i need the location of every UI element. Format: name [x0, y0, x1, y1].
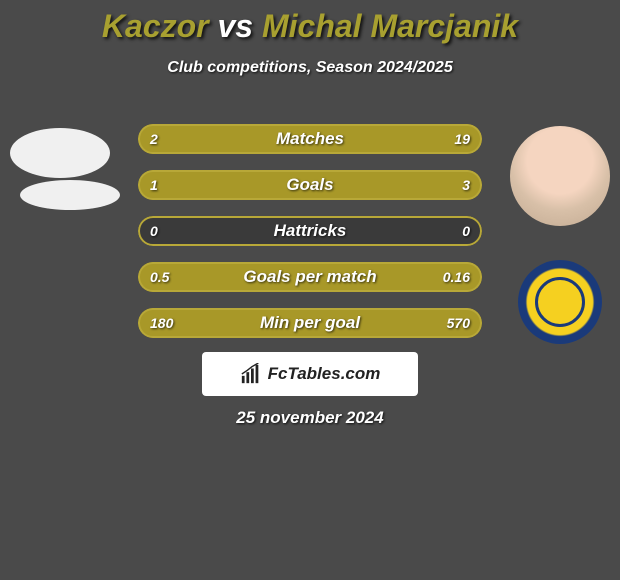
stat-row: 180570Min per goal: [138, 308, 482, 338]
watermark-text: FcTables.com: [268, 364, 381, 384]
subtitle: Club competitions, Season 2024/2025: [0, 59, 620, 77]
player1-avatar: [10, 128, 110, 178]
stat-label: Hattricks: [138, 216, 482, 246]
title-player2: Michal Marcjanik: [262, 8, 518, 44]
player1-club-badge: [20, 180, 120, 210]
stat-row: 00Hattricks: [138, 216, 482, 246]
stat-row: 0.50.16Goals per match: [138, 262, 482, 292]
watermark: FcTables.com: [202, 352, 418, 396]
stat-label: Goals per match: [138, 262, 482, 292]
chart-icon: [240, 363, 262, 385]
title-vs: vs: [218, 8, 254, 44]
club-badge-inner: [535, 277, 585, 327]
stat-label: Matches: [138, 124, 482, 154]
stat-row: 219Matches: [138, 124, 482, 154]
stat-label: Goals: [138, 170, 482, 200]
stat-row: 13Goals: [138, 170, 482, 200]
title-player1: Kaczor: [102, 8, 209, 44]
page-title: Kaczor vs Michal Marcjanik: [0, 0, 620, 45]
comparison-card: Kaczor vs Michal Marcjanik Club competit…: [0, 0, 620, 580]
stats-container: 219Matches 13Goals 00Hattricks 0.50.16Goals…: [138, 124, 482, 354]
generated-date: 25 november 2024: [0, 408, 620, 428]
player2-avatar: [510, 126, 610, 226]
stat-label: Min per goal: [138, 308, 482, 338]
player2-club-badge: [518, 260, 602, 344]
